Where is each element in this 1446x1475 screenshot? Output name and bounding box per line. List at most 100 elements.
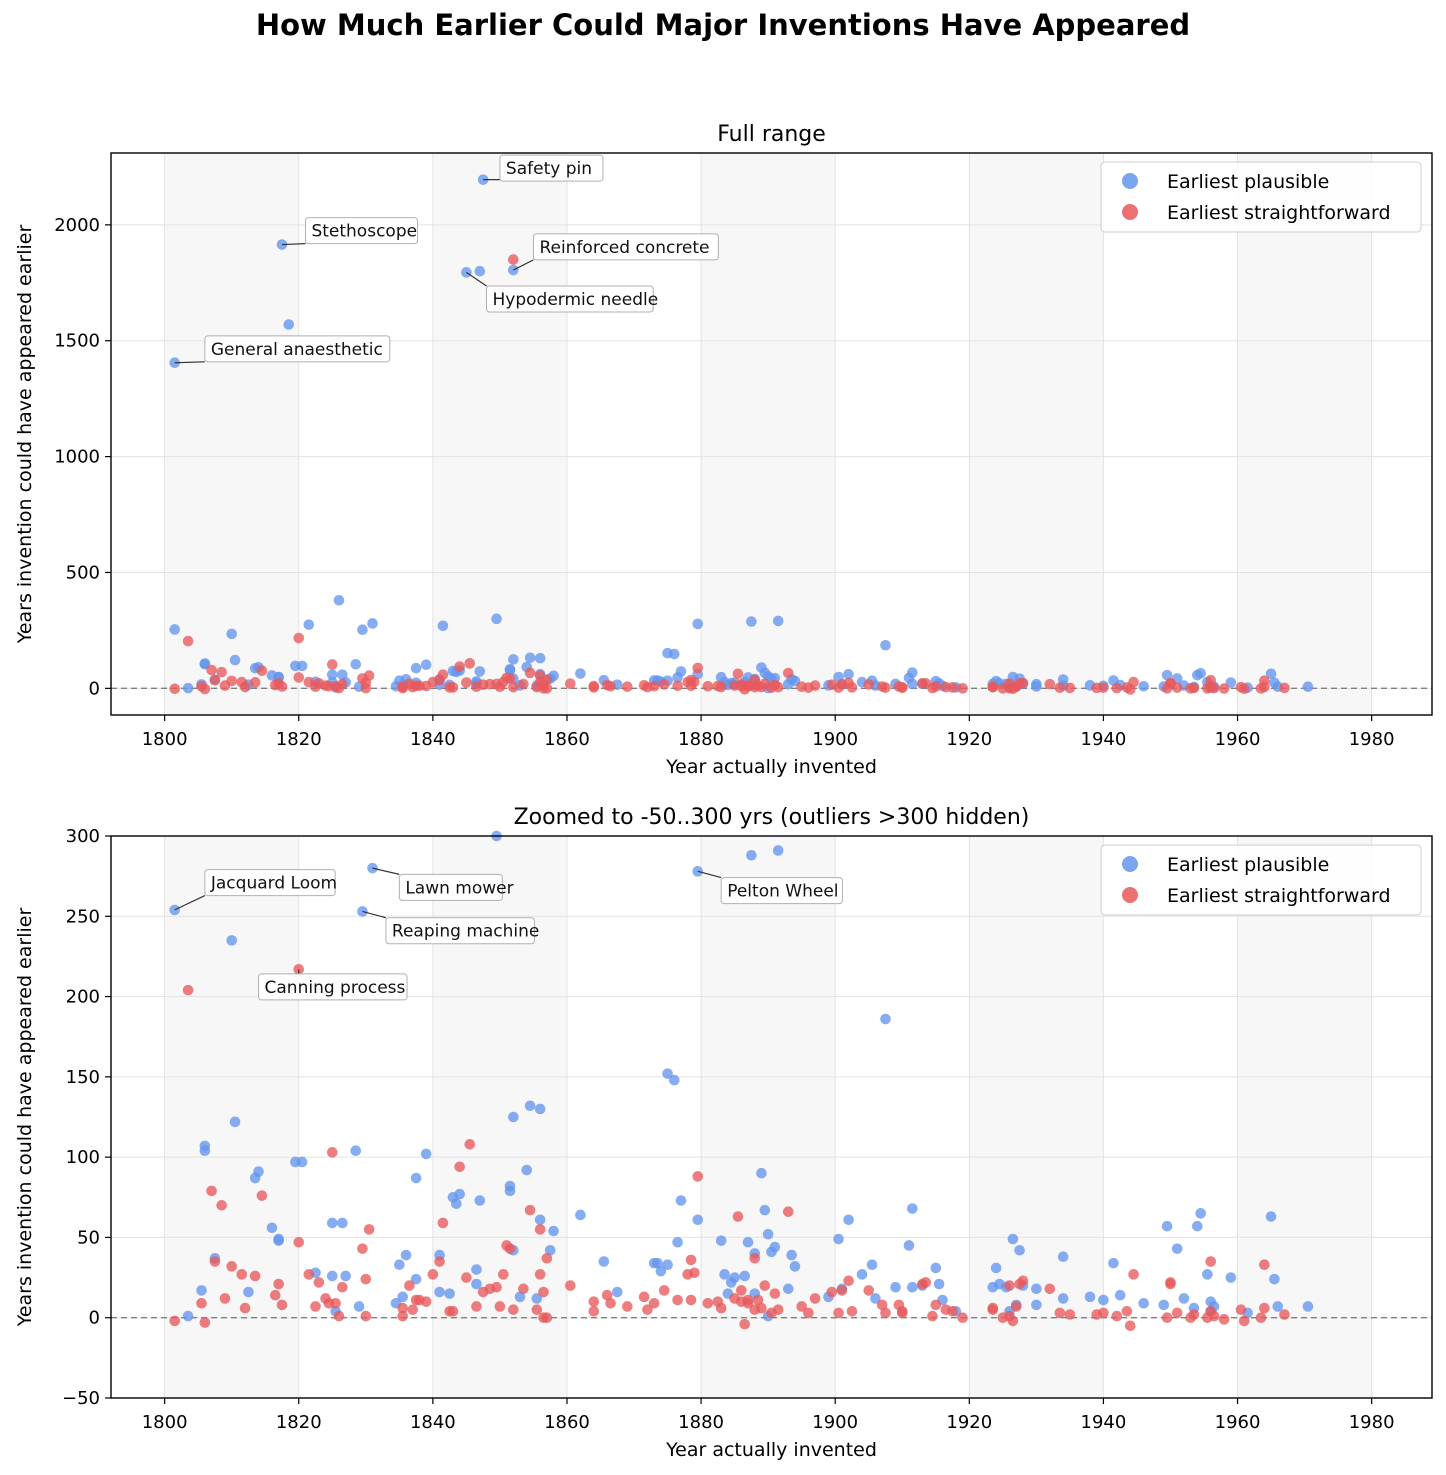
- straightforward-point: [1111, 1310, 1123, 1322]
- legend-label: Earliest straightforward: [1167, 202, 1391, 224]
- plausible-point: [514, 1291, 526, 1303]
- straightforward-point: [715, 681, 727, 693]
- plausible-point: [789, 1261, 801, 1272]
- straightforward-point: [1279, 1309, 1290, 1320]
- straightforward-point: [756, 1302, 767, 1314]
- straightforward-point: [1188, 1309, 1200, 1320]
- straightforward-point: [226, 1261, 238, 1272]
- legend: Earliest plausible Earliest straightforwa…: [1100, 161, 1422, 233]
- plausible-point: [196, 1285, 207, 1296]
- plausible-point: [534, 1214, 546, 1226]
- x-tick-label: 1840: [410, 729, 456, 750]
- straightforward-point: [276, 1299, 288, 1311]
- straightforward-point: [1279, 682, 1290, 694]
- plausible-point: [668, 1074, 680, 1086]
- axes-2: Jacquard Loom Lawn mower Pelton Wheel Reapi…: [14, 805, 1433, 1461]
- plausible-point: [1225, 1272, 1237, 1283]
- straightforward-point: [169, 1315, 181, 1327]
- straightforward-point: [843, 1275, 854, 1287]
- x-tick-label: 1920: [946, 1412, 992, 1433]
- straightforward-point: [648, 1297, 660, 1309]
- annotation-leader: [697, 870, 722, 879]
- straightforward-point: [337, 1281, 348, 1293]
- plausible-point: [692, 1214, 704, 1226]
- plausible-point: [266, 1222, 278, 1234]
- plausible-point: [229, 1116, 241, 1128]
- plausible-point: [843, 1214, 854, 1226]
- plausible-point: [575, 668, 586, 679]
- straightforward-point: [427, 1269, 439, 1280]
- x-tick-label: 1960: [1215, 729, 1261, 750]
- straightforward-point: [491, 1281, 502, 1293]
- straightforward-point: [249, 1270, 261, 1282]
- annotation-leader: [362, 910, 387, 919]
- annotation-label: Hypodermic needle: [493, 290, 659, 310]
- x-tick-label: 1940: [1081, 729, 1127, 750]
- plausible-point: [1084, 1291, 1096, 1303]
- figure-title: How Much Earlier Could Major Inventions …: [255, 8, 1191, 42]
- straightforward-point: [1161, 1312, 1173, 1324]
- straightforward-point: [273, 1278, 284, 1290]
- plausible-point: [668, 648, 680, 660]
- annotation-label: Canning process: [265, 978, 406, 998]
- plausible-point: [1114, 1289, 1126, 1301]
- y-tick-label: 0: [89, 1308, 100, 1329]
- plausible-point: [1158, 1299, 1170, 1311]
- y-tick-label: 2000: [54, 215, 100, 236]
- straightforward-point: [1124, 1320, 1136, 1332]
- straightforward-point: [1255, 1312, 1267, 1324]
- plausible-point: [283, 319, 294, 330]
- straightforward-point: [326, 1147, 338, 1158]
- plausible-point: [357, 624, 368, 636]
- plausible-point: [226, 935, 238, 946]
- plausible-point: [544, 1244, 556, 1256]
- x-tick-label: 1860: [544, 729, 590, 750]
- plausible-point: [1302, 1301, 1314, 1312]
- straightforward-point: [407, 1304, 419, 1315]
- plausible-point: [326, 669, 338, 680]
- straightforward-point: [1017, 677, 1029, 689]
- plausible-point: [692, 618, 704, 630]
- straightforward-point: [1171, 1307, 1183, 1319]
- plausible-point: [508, 264, 519, 276]
- plausible-point: [662, 1068, 673, 1079]
- annotation-label: Pelton Wheel: [727, 882, 838, 902]
- straightforward-point: [404, 1280, 415, 1291]
- straightforward-point: [689, 676, 700, 688]
- straightforward-point: [508, 254, 519, 265]
- annotation-label: Jacquard Loom: [210, 874, 337, 894]
- legend-label: Earliest plausible: [1167, 171, 1329, 193]
- plausible-point: [1265, 668, 1277, 680]
- straightforward-point: [333, 1310, 345, 1322]
- decade-band: [969, 153, 1104, 715]
- straightforward-point: [206, 664, 217, 676]
- straightforward-point: [508, 681, 519, 693]
- straightforward-point: [209, 674, 221, 686]
- straightforward-point: [1238, 1315, 1250, 1327]
- annotation-box: [720, 877, 843, 905]
- straightforward-point: [739, 1318, 750, 1330]
- straightforward-point: [658, 1285, 670, 1296]
- x-tick-label: 1820: [276, 1412, 322, 1433]
- x-tick-label: 1880: [678, 1412, 724, 1433]
- plausible-point: [662, 1259, 673, 1271]
- annotation-label: Stethoscope: [311, 222, 417, 242]
- straightforward-point: [437, 1217, 449, 1229]
- straightforward-point: [1165, 1277, 1176, 1288]
- straightforward-point: [454, 1161, 465, 1173]
- straightforward-point: [216, 1200, 227, 1211]
- straightforward-point: [826, 1286, 838, 1298]
- straightforward-point: [1208, 1310, 1220, 1322]
- straightforward-point: [504, 1243, 516, 1254]
- plausible-point: [1195, 667, 1206, 679]
- straightforward-point: [1259, 1302, 1270, 1314]
- straightforward-point: [1218, 1314, 1230, 1325]
- straightforward-point: [293, 1236, 305, 1248]
- straightforward-point: [896, 1305, 908, 1317]
- plausible-point: [273, 1233, 284, 1245]
- straightforward-point: [1111, 682, 1123, 694]
- straightforward-point: [360, 682, 372, 694]
- plausible-point: [1161, 669, 1173, 681]
- plausible-point: [410, 662, 422, 674]
